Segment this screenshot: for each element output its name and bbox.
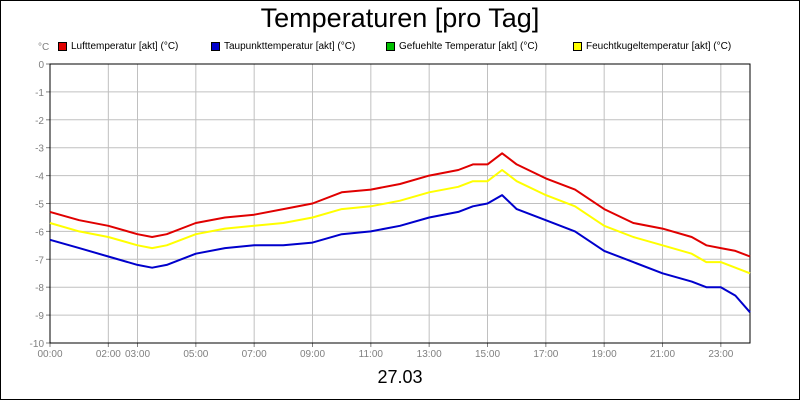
x-tick-label: 05:00 <box>183 349 208 360</box>
legend-item-lufttemperatur: Lufttemperatur [akt] (°C) <box>58 39 178 53</box>
y-tick-label: -9 <box>35 311 44 322</box>
legend-item-feuchtkugeltemperatur: Feuchtkugeltemperatur [akt] (°C) <box>573 39 731 53</box>
legend-label: Feuchtkugeltemperatur [akt] (°C) <box>586 40 732 52</box>
legend-label: Taupunkttemperatur [akt] (°C) <box>224 40 356 52</box>
y-tick-label: -3 <box>35 144 44 155</box>
y-tick-label: -8 <box>35 283 44 294</box>
legend-swatch-blue <box>211 41 220 51</box>
x-tick-label: 02:00 <box>96 349 121 360</box>
plot-area-border <box>49 63 751 344</box>
y-tick-label: 0 <box>38 60 44 71</box>
series-line-feuchtkugeltemperatur <box>49 169 751 275</box>
date-label: 27.03 <box>377 367 423 387</box>
x-tick-label: 13:00 <box>417 349 442 360</box>
x-tick-label: 11:00 <box>359 349 384 360</box>
y-tick-label: -1 <box>35 88 44 99</box>
y-axis-unit-label: °C <box>38 42 50 53</box>
y-tick-label: -7 <box>35 255 44 266</box>
chart-title: Temperaturen [pro Tag] <box>260 3 540 33</box>
series-line-lufttemperatur <box>49 152 751 258</box>
legend-swatch-yellow <box>573 41 582 51</box>
x-tick-label: 00:00 <box>37 349 62 360</box>
legend-item-taupunkttemperatur: Taupunkttemperatur [akt] (°C) <box>211 39 355 53</box>
legend-swatch-red <box>58 41 67 51</box>
y-tick-label: -10 <box>30 339 45 350</box>
x-tick-label: 07:00 <box>242 349 267 360</box>
x-tick-label: 23:00 <box>708 349 733 360</box>
x-tick-label: 15:00 <box>475 349 500 360</box>
x-tick-label: 09:00 <box>300 349 325 360</box>
y-tick-label: -6 <box>35 227 44 238</box>
x-tick-label: 03:00 <box>125 349 150 360</box>
legend: Lufttemperatur [akt] (°C) Taupunkttemper… <box>0 39 800 53</box>
legend-label: Lufttemperatur [akt] (°C) <box>71 40 179 52</box>
y-tick-label: -2 <box>35 116 44 127</box>
y-tick-label: -4 <box>35 172 44 183</box>
y-tick-label: -5 <box>35 200 44 211</box>
series-line-taupunkttemperatur <box>49 194 751 313</box>
x-tick-label: 21:00 <box>650 349 675 360</box>
x-tick-label: 17:00 <box>533 349 558 360</box>
x-tick-label: 19:00 <box>592 349 617 360</box>
legend-swatch-green <box>386 41 395 51</box>
legend-label: Gefuehlte Temperatur [akt] (°C) <box>399 40 538 52</box>
legend-item-gefuehlte-temperatur: Gefuehlte Temperatur [akt] (°C) <box>386 39 538 53</box>
